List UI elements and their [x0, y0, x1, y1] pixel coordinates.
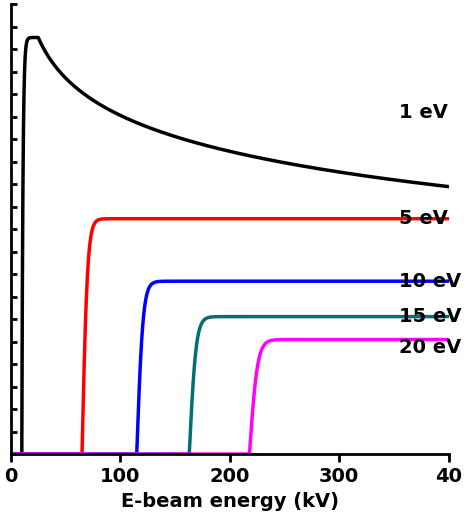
Text: 20 eV: 20 eV [400, 338, 462, 357]
X-axis label: E-beam energy (kV): E-beam energy (kV) [121, 492, 339, 511]
Text: 15 eV: 15 eV [400, 307, 462, 326]
Text: 1 eV: 1 eV [400, 103, 448, 122]
Text: 5 eV: 5 eV [400, 209, 448, 228]
Text: 10 eV: 10 eV [400, 272, 462, 290]
